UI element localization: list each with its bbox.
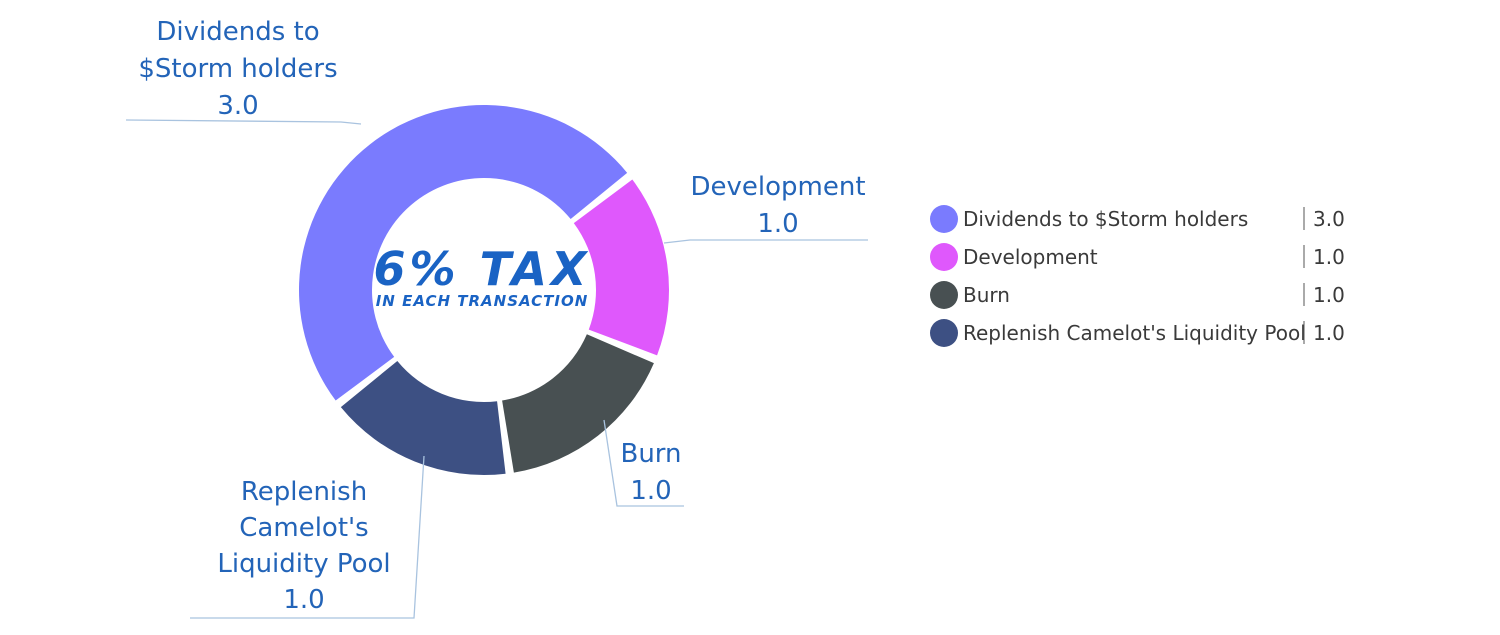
leader-line-development — [663, 239, 868, 244]
legend-label: Burn — [963, 283, 1010, 307]
legend-item-burn: Burn 1.0 — [930, 281, 1345, 309]
legend-item-development: Development 1.0 — [930, 243, 1345, 271]
callout-label-replenish-camelot-s-liquidity-pool: Camelot's — [239, 513, 368, 543]
legend-value: 3.0 — [1313, 207, 1345, 231]
slices — [298, 104, 669, 475]
legend-swatch — [930, 319, 958, 347]
callout-value-burn: 1.0 — [630, 476, 671, 506]
legend-value: 1.0 — [1313, 283, 1345, 307]
legend: Dividends to $Storm holders 3.0 Developmen… — [930, 205, 1345, 347]
slice-burn — [502, 334, 654, 473]
callout-label-burn: Burn — [620, 439, 681, 469]
leader-lines — [125, 119, 868, 619]
callout-label-replenish-camelot-s-liquidity-pool: Liquidity Pool — [217, 549, 390, 579]
callout-label-replenish-camelot-s-liquidity-pool: Replenish — [241, 477, 367, 507]
callout-label-dividends-to-storm-holders: Dividends to — [156, 17, 319, 47]
legend-swatch — [930, 281, 958, 309]
legend-swatch — [930, 205, 958, 233]
callout-label-development: Development — [690, 172, 865, 202]
center-label: 6% TAX IN EACH TRANSACTION — [374, 242, 591, 310]
slice-replenish-camelot-s-liquidity-pool — [340, 360, 506, 475]
slice-development — [573, 179, 669, 356]
callout-label-dividends-to-storm-holders: $Storm holders — [138, 54, 337, 84]
legend-item-dividends-to-storm-holders: Dividends to $Storm holders 3.0 — [930, 205, 1345, 233]
callout-labels: Dividends to $Storm holders 3.0 Development… — [138, 17, 865, 615]
legend-label: Dividends to $Storm holders — [963, 207, 1248, 231]
center-title: 6% TAX — [374, 242, 591, 296]
callout-value-development: 1.0 — [757, 209, 798, 239]
leader-line-dividends-to-storm-holders — [125, 119, 362, 125]
leader-line-replenish-camelot-s-liquidity-pool — [190, 455, 425, 619]
slice-dividends-to-storm-holders — [298, 104, 628, 401]
legend-value: 1.0 — [1313, 321, 1345, 345]
legend-label: Replenish Camelot's Liquidity Pool — [963, 321, 1306, 345]
legend-swatch — [930, 243, 958, 271]
leader-line-burn — [603, 419, 684, 507]
legend-value: 1.0 — [1313, 245, 1345, 269]
callout-value-dividends-to-storm-holders: 3.0 — [217, 91, 258, 121]
legend-label: Development — [963, 245, 1098, 269]
center-subtitle: IN EACH TRANSACTION — [376, 292, 589, 310]
legend-item-replenish-camelot-s-liquidity-pool: Replenish Camelot's Liquidity Pool 1.0 — [930, 319, 1345, 347]
callout-value-replenish-camelot-s-liquidity-pool: 1.0 — [283, 585, 324, 615]
